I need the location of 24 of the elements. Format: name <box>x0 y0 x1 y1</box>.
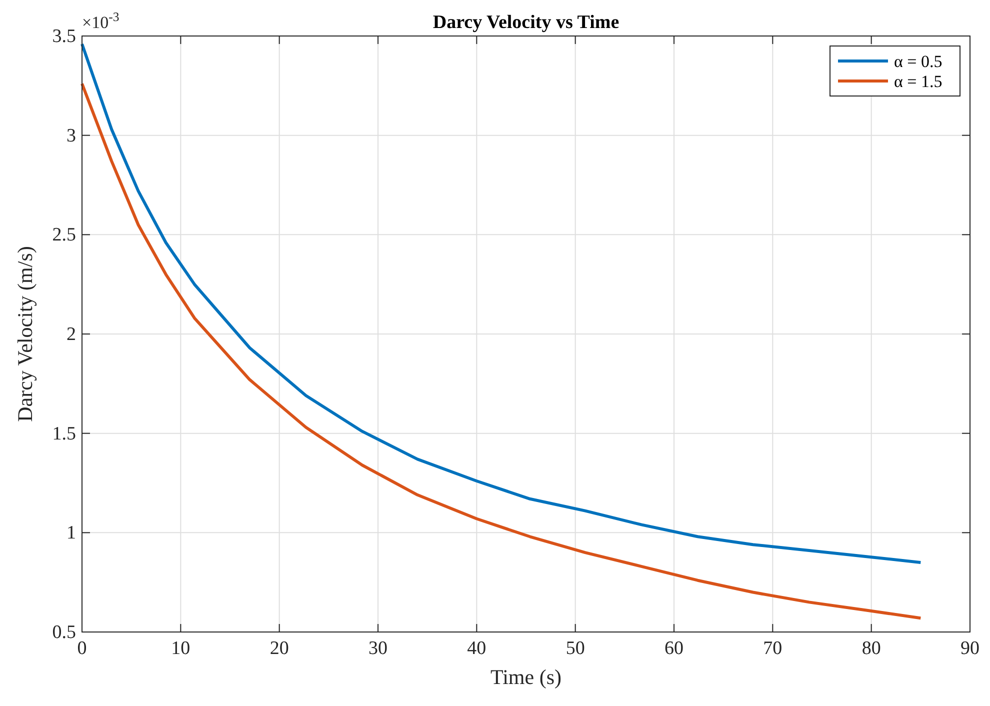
x-tick-label: 70 <box>763 638 782 659</box>
y-axis-title: Darcy Velocity (m/s) <box>13 246 37 422</box>
y-tick-label: 3 <box>66 125 76 146</box>
y-tick-label: 0.5 <box>52 622 76 643</box>
x-tick-label: 20 <box>270 638 289 659</box>
x-tick-label: 50 <box>566 638 585 659</box>
text: ×10$^{-3}$ <box>82 10 120 32</box>
x-tick-label: 80 <box>862 638 881 659</box>
x-tick-label: 0 <box>77 638 87 659</box>
chart-title: Darcy Velocity vs Time <box>432 12 620 33</box>
x-tick-label: 90 <box>960 638 980 659</box>
line-series <box>80 42 922 564</box>
legend-label: α = 0.5 <box>894 52 942 71</box>
legend-label: α = 1.5 <box>894 72 942 91</box>
y-tick-label: 2 <box>66 324 76 345</box>
x-tick-label: 10 <box>171 638 190 659</box>
y-tick-label: 1.5 <box>52 423 76 444</box>
y-tick-label: 3.5 <box>52 26 76 47</box>
x-tick-label: 30 <box>368 638 388 659</box>
x-axis-title: Time (s) <box>490 665 562 689</box>
x-tick-label: 60 <box>664 638 684 659</box>
y-tick-label: 1 <box>66 522 76 544</box>
y-tick-label: 2.5 <box>52 224 76 246</box>
x-tick-label: 40 <box>467 638 486 659</box>
